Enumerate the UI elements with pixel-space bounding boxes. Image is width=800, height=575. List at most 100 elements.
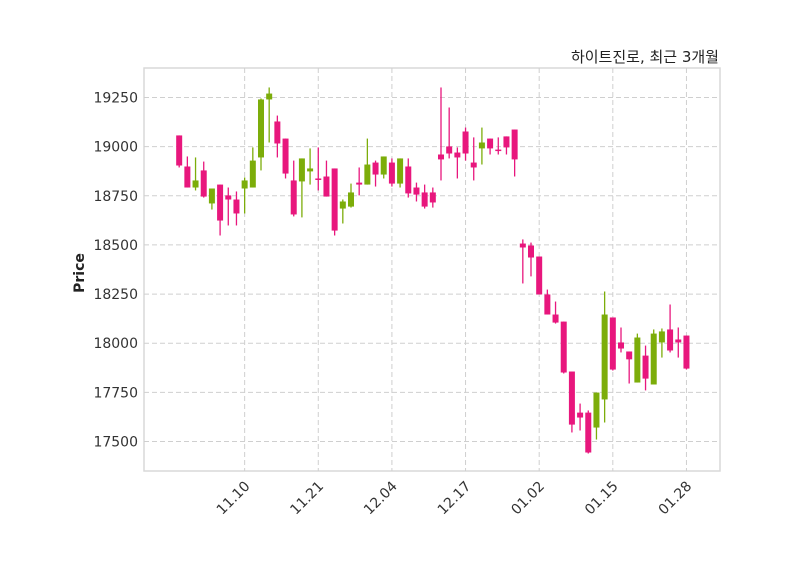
candle [495,137,502,155]
candle [438,87,444,181]
candle [282,138,289,179]
candle-body [487,138,494,149]
candle-body [454,152,461,158]
candle-body [478,142,485,149]
x-tick-label: 01.02 [508,479,548,519]
candle-body [568,371,575,425]
candle-body [618,342,624,349]
candle [462,127,469,161]
candle [478,127,485,165]
candle-body [405,166,412,194]
y-tick-label: 17500 [93,435,138,451]
candle-body [446,146,453,154]
candle [503,136,510,155]
candle [675,327,682,358]
candle-body [503,136,510,148]
y-tick-label: 18000 [93,336,138,352]
candle [446,107,453,159]
candle [184,156,191,188]
y-tick-label: 18750 [93,189,138,205]
candle [487,138,494,155]
candle [536,256,543,295]
candle [176,135,183,168]
candle-body [217,184,224,221]
candle-body [438,154,444,160]
candle-body [511,129,518,160]
candle-body [192,180,199,188]
candle [658,328,665,358]
candle-body [323,176,330,197]
candle [339,199,346,224]
candle [315,147,322,191]
candle [421,184,428,209]
candle [667,304,674,353]
candle-body [200,170,207,197]
candle-body [339,201,346,209]
candle [585,410,592,454]
candle-body [233,199,240,214]
candle-body [413,187,420,195]
x-tick-label: 11.10 [214,479,254,519]
candle-body [282,138,289,174]
candle [470,137,477,181]
candle-body [626,351,633,360]
candle-body [397,158,404,184]
y-axis-label: Price [72,253,88,293]
candle-body [519,243,526,248]
candle [388,158,395,187]
candle-body [249,160,256,188]
candle [380,156,387,179]
candle [413,182,420,202]
candle [208,188,215,210]
candle [192,157,199,191]
candle [650,329,657,385]
x-tick-label: 11.21 [287,479,327,519]
candle [307,148,314,185]
candle-body [184,166,191,188]
candle-body [380,156,387,175]
candle [405,158,412,198]
candle-body [429,192,436,203]
candle [348,183,354,208]
candle-body [495,149,502,152]
x-tick-label: 12.17 [435,479,475,519]
candle [454,147,461,179]
candle [519,239,526,284]
candle [241,177,248,214]
candle-body [528,245,534,258]
candle [609,317,616,371]
candle [397,158,404,188]
candle-body [536,256,543,295]
candles [176,87,690,454]
candle-body [315,178,322,180]
candle-body [585,412,592,453]
y-tick-label: 19000 [93,140,138,156]
candle-body [176,135,183,166]
candle [331,168,338,236]
candle [511,129,518,177]
candle [552,301,559,324]
candle-body [356,182,363,185]
candle-body [331,168,338,231]
candle [618,327,624,353]
candle-body [372,162,379,175]
candle [577,403,584,431]
candle-body [258,99,264,158]
candle [634,333,641,383]
x-tick-label: 12.04 [361,478,401,518]
x-ticks: 11.10 11.21 12.04 12.17 01.02 01.15 01.28 [214,478,695,518]
y-tick-label: 19250 [93,90,138,106]
candle [568,371,575,433]
candle-body [593,392,600,428]
x-tick-label: 01.15 [582,479,622,519]
plot-frame [143,67,721,472]
candle-body [683,335,690,369]
candle [683,335,690,370]
candle-body [470,162,477,168]
candle-body [298,158,305,182]
candle-body [421,192,428,207]
candle-body [560,321,567,373]
candle [642,345,649,391]
candle-body [667,329,674,351]
candle [560,321,567,374]
